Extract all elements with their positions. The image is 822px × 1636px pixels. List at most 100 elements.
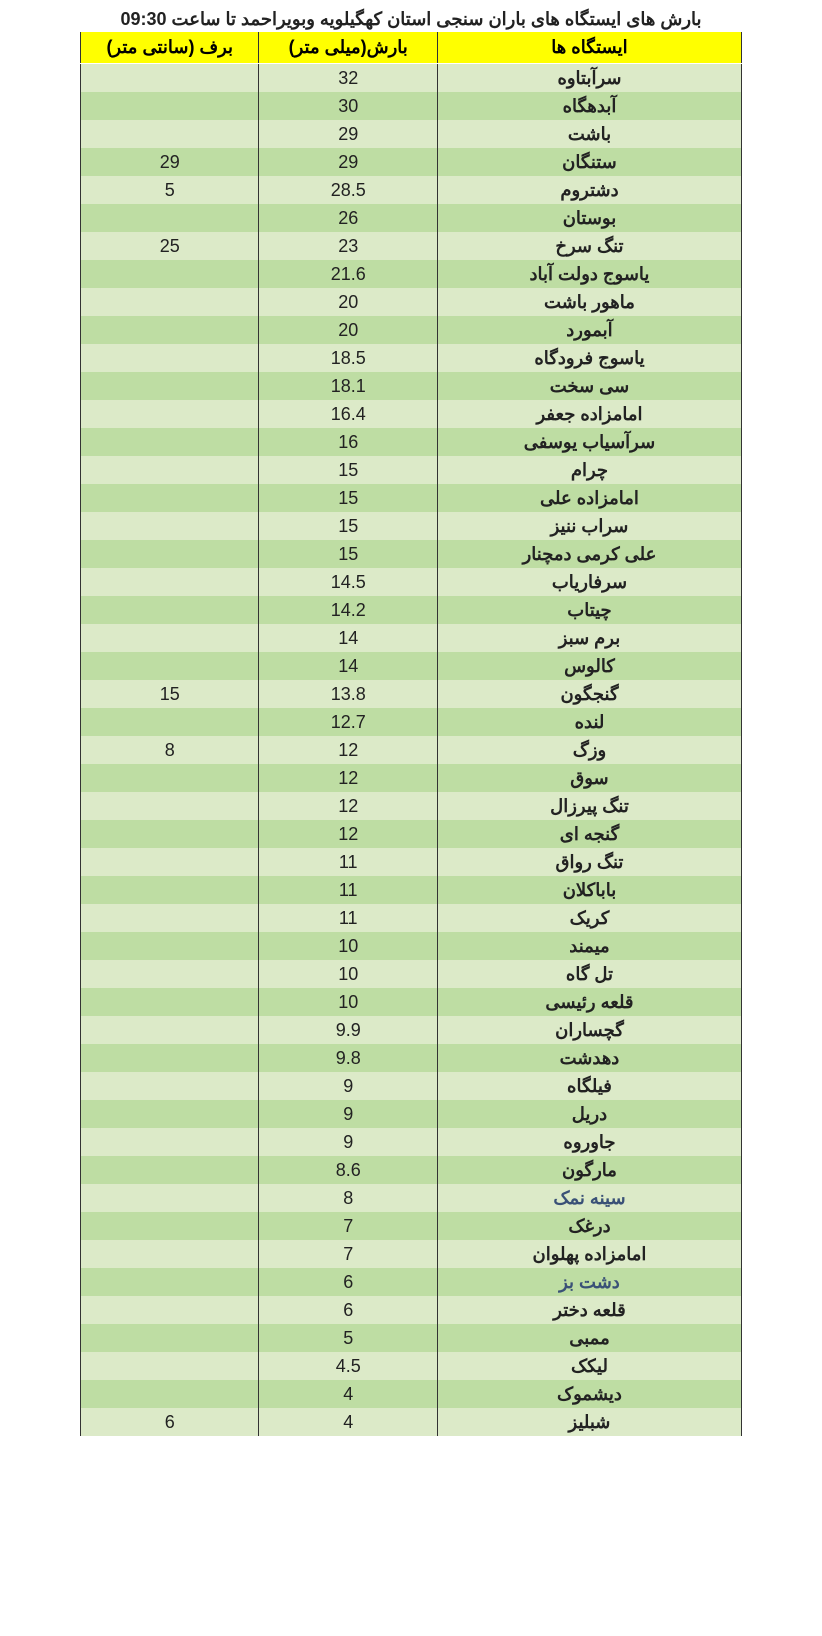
cell-snow: [81, 1016, 259, 1044]
cell-station: ممبی: [437, 1324, 741, 1352]
table-row: قلعه دختر6: [81, 1296, 742, 1324]
table-row: امامزاده جعفر16.4: [81, 400, 742, 428]
cell-station: سینه نمک: [437, 1184, 741, 1212]
cell-station: تنگ رواق: [437, 848, 741, 876]
cell-snow: [81, 876, 259, 904]
cell-snow: [81, 764, 259, 792]
cell-snow: [81, 316, 259, 344]
table-row: دهدشت9.8: [81, 1044, 742, 1072]
cell-station: علی کرمی دمچنار: [437, 540, 741, 568]
cell-snow: [81, 92, 259, 120]
table-row: امامزاده علی15: [81, 484, 742, 512]
cell-station: ماهور باشت: [437, 288, 741, 316]
cell-station: لنده: [437, 708, 741, 736]
col-station: ایستگاه ها: [437, 32, 741, 64]
table-row: باباکلان11: [81, 876, 742, 904]
cell-snow: [81, 1100, 259, 1128]
cell-station: برم سبز: [437, 624, 741, 652]
table-row: سرآسیاب یوسفی16: [81, 428, 742, 456]
cell-snow: [81, 624, 259, 652]
cell-snow: [81, 260, 259, 288]
cell-rain: 15: [259, 540, 437, 568]
cell-rain: 16.4: [259, 400, 437, 428]
cell-snow: [81, 1044, 259, 1072]
cell-rain: 23: [259, 232, 437, 260]
cell-station: میمند: [437, 932, 741, 960]
cell-station: چرام: [437, 456, 741, 484]
cell-snow: [81, 1324, 259, 1352]
cell-station: قلعه دختر: [437, 1296, 741, 1324]
table-row: ماهور باشت20: [81, 288, 742, 316]
table-row: ستنگان2929: [81, 148, 742, 176]
table-row: چیتاب14.2: [81, 596, 742, 624]
cell-rain: 30: [259, 92, 437, 120]
cell-rain: 9.9: [259, 1016, 437, 1044]
cell-rain: 12: [259, 764, 437, 792]
cell-snow: [81, 204, 259, 232]
cell-snow: [81, 820, 259, 848]
cell-snow: [81, 1268, 259, 1296]
cell-snow: [81, 960, 259, 988]
cell-station: دریل: [437, 1100, 741, 1128]
cell-rain: 9: [259, 1100, 437, 1128]
cell-station: کریک: [437, 904, 741, 932]
cell-station: فیلگاه: [437, 1072, 741, 1100]
cell-station: چیتاب: [437, 596, 741, 624]
table-row: میمند10: [81, 932, 742, 960]
cell-snow: [81, 540, 259, 568]
cell-snow: [81, 932, 259, 960]
table-row: فیلگاه9: [81, 1072, 742, 1100]
cell-rain: 8.6: [259, 1156, 437, 1184]
cell-snow: [81, 428, 259, 456]
table-row: سوق12: [81, 764, 742, 792]
col-snow: برف (سانتی متر): [81, 32, 259, 64]
table-row: سرفاریاب14.5: [81, 568, 742, 596]
cell-station: لیکک: [437, 1352, 741, 1380]
cell-snow: [81, 64, 259, 93]
table-row: آبدهگاه30: [81, 92, 742, 120]
cell-snow: [81, 484, 259, 512]
table-row: تنگ پیرزال12: [81, 792, 742, 820]
cell-snow: [81, 848, 259, 876]
cell-station: امامزاده علی: [437, 484, 741, 512]
cell-snow: [81, 792, 259, 820]
cell-rain: 18.5: [259, 344, 437, 372]
cell-rain: 12: [259, 820, 437, 848]
cell-snow: [81, 1072, 259, 1100]
cell-station: یاسوج فرودگاه: [437, 344, 741, 372]
cell-snow: [81, 1296, 259, 1324]
cell-rain: 12: [259, 736, 437, 764]
table-row: لیکک4.5: [81, 1352, 742, 1380]
cell-snow: 25: [81, 232, 259, 260]
cell-rain: 14.5: [259, 568, 437, 596]
table-row: شبلیز46: [81, 1408, 742, 1436]
cell-station: درغک: [437, 1212, 741, 1240]
table-row: تل گاه10: [81, 960, 742, 988]
cell-snow: [81, 988, 259, 1016]
cell-rain: 18.1: [259, 372, 437, 400]
cell-rain: 9: [259, 1072, 437, 1100]
cell-rain: 12.7: [259, 708, 437, 736]
cell-snow: [81, 344, 259, 372]
cell-station: شبلیز: [437, 1408, 741, 1436]
table-row: امامزاده پهلوان7: [81, 1240, 742, 1268]
table-row: علی کرمی دمچنار15: [81, 540, 742, 568]
table-row: چرام15: [81, 456, 742, 484]
cell-snow: [81, 652, 259, 680]
cell-snow: [81, 1380, 259, 1408]
table-row: ممبی5: [81, 1324, 742, 1352]
cell-rain: 29: [259, 148, 437, 176]
cell-station: دشتروم: [437, 176, 741, 204]
table-row: دشت بز6: [81, 1268, 742, 1296]
cell-rain: 14.2: [259, 596, 437, 624]
cell-snow: [81, 1212, 259, 1240]
cell-station: وزگ: [437, 736, 741, 764]
cell-snow: 5: [81, 176, 259, 204]
cell-station: سرفاریاب: [437, 568, 741, 596]
cell-rain: 11: [259, 904, 437, 932]
cell-snow: 8: [81, 736, 259, 764]
cell-station: بوستان: [437, 204, 741, 232]
cell-station: سرآبتاوه: [437, 64, 741, 93]
cell-snow: [81, 288, 259, 316]
cell-station: آبدهگاه: [437, 92, 741, 120]
